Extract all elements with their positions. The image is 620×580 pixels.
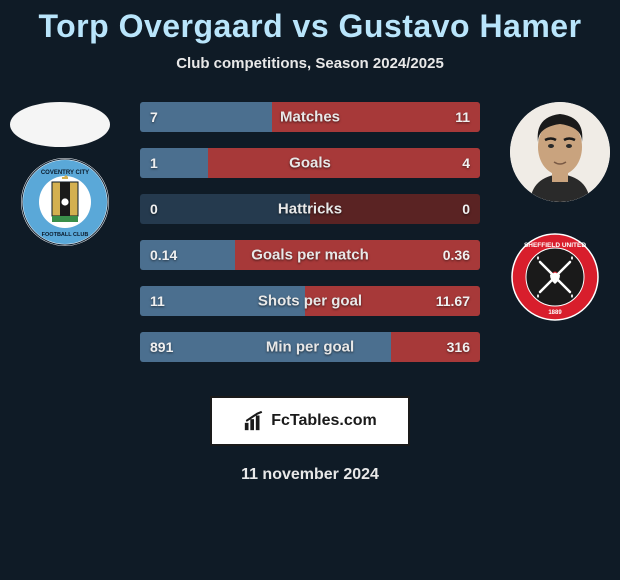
bars-container: 7 11 Matches 1 4 Goals 0 0 Hattricks 0.14 0.36 Goal…	[140, 102, 480, 378]
svg-text:SHEFFIELD UNITED: SHEFFIELD UNITED	[524, 242, 586, 249]
fctables-icon	[243, 410, 265, 432]
metric-row: 0 0 Hattricks	[140, 194, 480, 224]
metric-value-right: 4	[462, 155, 470, 171]
metric-value-left: 0.14	[150, 247, 177, 263]
metric-label: Goals per match	[251, 247, 369, 264]
metric-label: Min per goal	[266, 339, 354, 356]
metric-row: 1 4 Goals	[140, 148, 480, 178]
metric-label: Hattricks	[278, 201, 342, 218]
metric-value-left: 7	[150, 109, 158, 125]
metric-value-right: 0	[462, 201, 470, 217]
metric-row: 0.14 0.36 Goals per match	[140, 240, 480, 270]
metric-value-left: 0	[150, 201, 158, 217]
source-label: FcTables.com	[271, 412, 377, 430]
metric-value-left: 891	[150, 339, 173, 355]
svg-text:FOOTBALL CLUB: FOOTBALL CLUB	[42, 232, 89, 238]
metric-label: Matches	[280, 109, 340, 126]
metric-value-right: 11.67	[436, 293, 470, 309]
metric-row: 891 316 Min per goal	[140, 332, 480, 362]
metric-row: 11 11.67 Shots per goal	[140, 286, 480, 316]
player-photo-right	[510, 102, 610, 202]
comparison-chart: COVENTRY CITY FOOTBALL CLUB SHEFFIELD UN…	[0, 102, 620, 382]
club-logo-left: COVENTRY CITY FOOTBALL CLUB	[20, 157, 110, 247]
svg-text:COVENTRY CITY: COVENTRY CITY	[41, 170, 89, 176]
metric-value-left: 1	[150, 155, 158, 171]
metric-value-right: 316	[447, 339, 470, 355]
club-logo-right: SHEFFIELD UNITED 1889	[510, 232, 600, 322]
date-label: 11 november 2024	[0, 466, 620, 484]
metric-value-right: 11	[455, 109, 470, 125]
metric-label: Shots per goal	[258, 293, 362, 310]
page-title: Torp Overgaard vs Gustavo Hamer	[0, 8, 620, 45]
svg-text:1889: 1889	[548, 310, 562, 316]
player-photo-left	[10, 102, 110, 147]
subtitle: Club competitions, Season 2024/2025	[0, 55, 620, 72]
metric-value-left: 11	[150, 293, 165, 309]
metric-value-right: 0.36	[443, 247, 470, 263]
metric-row: 7 11 Matches	[140, 102, 480, 132]
metric-label: Goals	[289, 155, 331, 172]
source-badge: FcTables.com	[210, 396, 410, 446]
